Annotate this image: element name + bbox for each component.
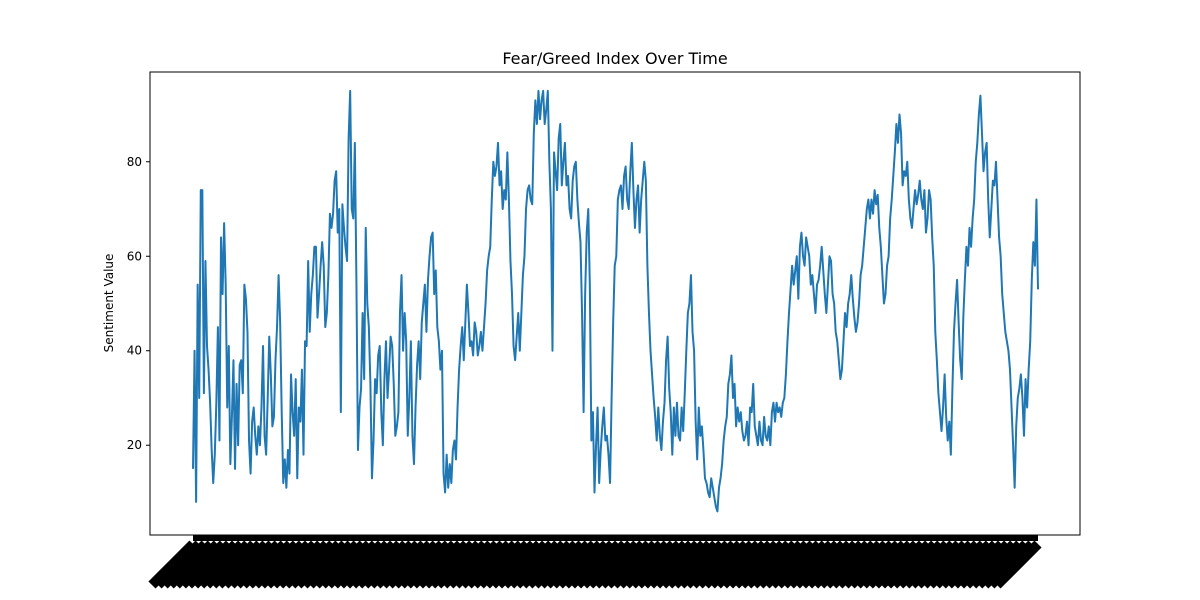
y-tick-label: 20: [127, 438, 142, 452]
x-tick-label: [993, 540, 1042, 589]
series-group: [192, 89, 1039, 513]
chart-title: Fear/Greed Index Over Time: [502, 49, 727, 68]
plot-frame: [149, 71, 1081, 536]
y-tick-label: 80: [127, 155, 142, 169]
series-line: [192, 89, 1039, 513]
y-tick-label: 40: [127, 344, 142, 358]
y-axis-ticks: 20 40 60 80: [127, 155, 150, 452]
x-tick-mark-band: [193, 535, 1038, 541]
x-axis-ticks: [148, 535, 1042, 589]
y-tick-label: 60: [127, 249, 142, 263]
x-tick-label-glyphs: [993, 540, 1042, 589]
y-axis-label: Sentiment Value: [102, 254, 116, 353]
